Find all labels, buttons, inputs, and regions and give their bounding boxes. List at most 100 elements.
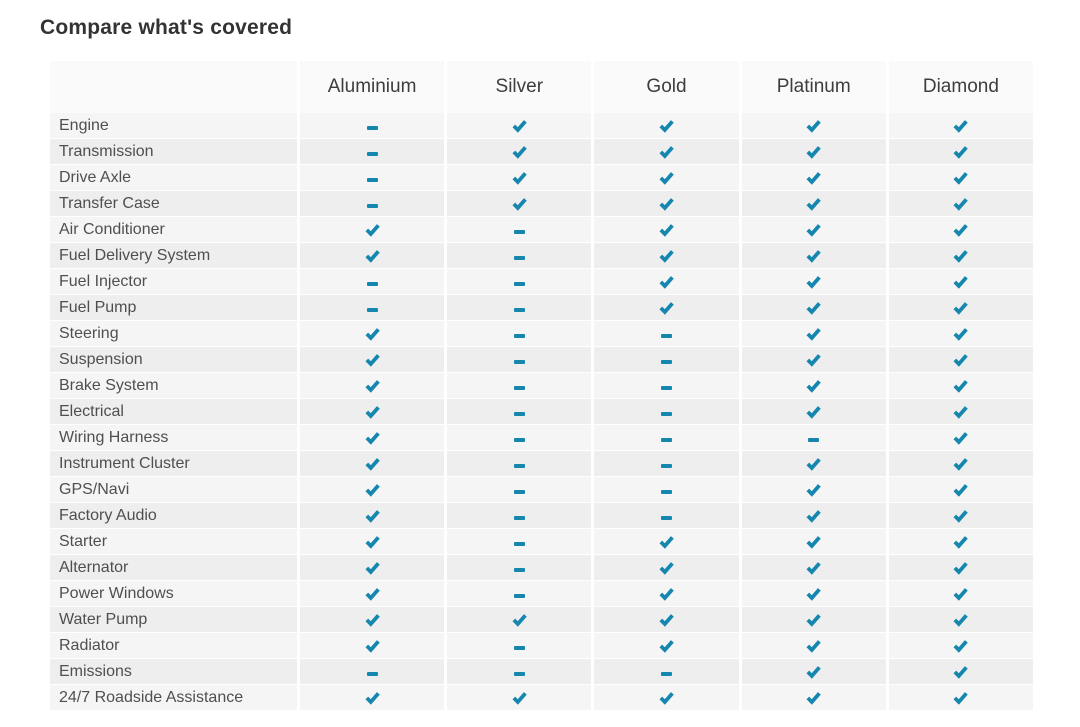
coverage-cell: [300, 295, 445, 320]
check-icon: [658, 689, 675, 706]
coverage-cell: [594, 113, 739, 138]
check-icon: [952, 663, 969, 680]
coverage-cell: [594, 139, 739, 164]
check-icon: [952, 507, 969, 524]
row-label: Fuel Injector: [50, 269, 297, 294]
check-icon: [805, 533, 822, 550]
coverage-cell: [741, 139, 886, 164]
row-label: Air Conditioner: [50, 217, 297, 242]
coverage-cell: [447, 295, 592, 320]
check-icon: [805, 117, 822, 134]
check-icon: [805, 247, 822, 264]
coverage-cell: [300, 113, 445, 138]
coverage-cell: [447, 581, 592, 606]
coverage-cell: [594, 321, 739, 346]
check-icon: [805, 143, 822, 160]
check-icon: [658, 195, 675, 212]
table-row: Wiring Harness: [50, 425, 1033, 450]
coverage-cell: [888, 607, 1033, 632]
coverage-cell: [447, 451, 592, 476]
check-icon: [952, 403, 969, 420]
check-icon: [511, 117, 528, 134]
row-label: Emissions: [50, 659, 297, 684]
dash-icon: [660, 359, 672, 364]
coverage-cell: [594, 217, 739, 242]
check-icon: [364, 403, 381, 420]
coverage-cell: [300, 451, 445, 476]
check-icon: [952, 377, 969, 394]
check-icon: [952, 637, 969, 654]
dash-icon: [513, 463, 525, 468]
dash-icon: [366, 671, 378, 676]
coverage-cell: [594, 243, 739, 268]
coverage-cell: [594, 191, 739, 216]
page: Compare what's covered Aluminium Silver Go…: [40, 16, 1033, 710]
coverage-cell: [594, 295, 739, 320]
table-row: Fuel Delivery System: [50, 243, 1033, 268]
dash-icon: [513, 645, 525, 650]
check-icon: [658, 143, 675, 160]
table-row: Air Conditioner: [50, 217, 1033, 242]
coverage-cell: [447, 113, 592, 138]
check-icon: [364, 611, 381, 628]
coverage-cell: [741, 659, 886, 684]
coverage-cell: [300, 581, 445, 606]
coverage-cell: [594, 477, 739, 502]
coverage-cell: [300, 243, 445, 268]
check-icon: [658, 169, 675, 186]
check-icon: [658, 247, 675, 264]
check-icon: [511, 689, 528, 706]
check-icon: [511, 143, 528, 160]
check-icon: [952, 481, 969, 498]
coverage-cell: [888, 243, 1033, 268]
check-icon: [952, 559, 969, 576]
coverage-cell: [300, 321, 445, 346]
coverage-cell: [447, 373, 592, 398]
dash-icon: [513, 489, 525, 494]
table-row: Radiator: [50, 633, 1033, 658]
check-icon: [364, 351, 381, 368]
coverage-cell: [300, 347, 445, 372]
check-icon: [805, 351, 822, 368]
check-icon: [364, 221, 381, 238]
dash-icon: [513, 255, 525, 260]
dash-icon: [513, 359, 525, 364]
check-icon: [805, 663, 822, 680]
coverage-cell: [741, 217, 886, 242]
coverage-comparison-table: Aluminium Silver Gold Platinum Diamond Engin…: [50, 61, 1033, 710]
coverage-cell: [447, 633, 592, 658]
check-icon: [805, 689, 822, 706]
coverage-cell: [594, 555, 739, 580]
coverage-cell: [300, 685, 445, 710]
page-title: Compare what's covered: [40, 16, 293, 39]
dash-icon: [660, 463, 672, 468]
coverage-cell: [447, 685, 592, 710]
table-row: Fuel Injector: [50, 269, 1033, 294]
check-icon: [805, 273, 822, 290]
check-icon: [805, 455, 822, 472]
check-icon: [658, 273, 675, 290]
row-label: Suspension: [50, 347, 297, 372]
coverage-cell: [741, 425, 886, 450]
check-icon: [952, 299, 969, 316]
dash-icon: [366, 203, 378, 208]
coverage-cell: [447, 243, 592, 268]
coverage-cell: [741, 321, 886, 346]
dash-icon: [660, 671, 672, 676]
dash-icon: [513, 671, 525, 676]
coverage-cell: [594, 581, 739, 606]
check-icon: [364, 377, 381, 394]
check-icon: [952, 429, 969, 446]
check-icon: [364, 559, 381, 576]
table-row: Steering: [50, 321, 1033, 346]
check-icon: [658, 533, 675, 550]
check-icon: [364, 689, 381, 706]
coverage-cell: [741, 243, 886, 268]
coverage-cell: [888, 451, 1033, 476]
check-icon: [364, 325, 381, 342]
row-label: Wiring Harness: [50, 425, 297, 450]
dash-icon: [513, 333, 525, 338]
coverage-cell: [888, 581, 1033, 606]
coverage-cell: [447, 347, 592, 372]
check-icon: [658, 611, 675, 628]
